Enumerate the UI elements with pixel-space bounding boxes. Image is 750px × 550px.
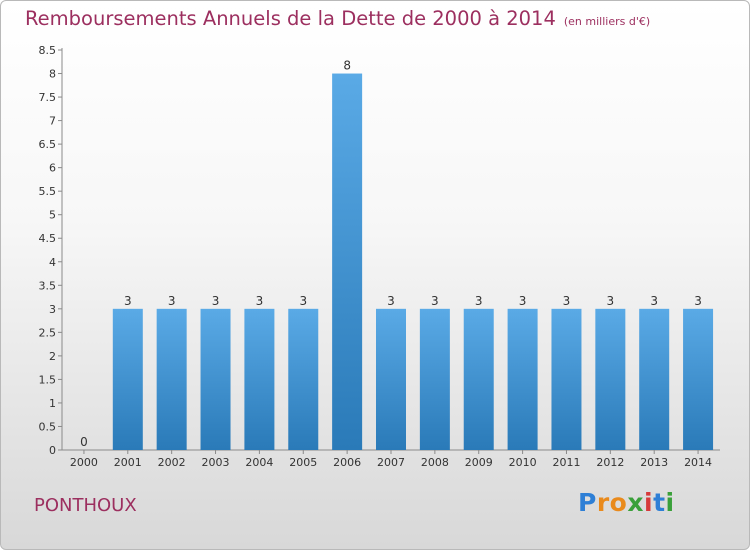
value-label-2004: 3 (256, 294, 264, 308)
chart-title-row: Remboursements Annuels de la Dette de 20… (25, 7, 650, 30)
value-label-2008: 3 (431, 294, 439, 308)
x-tick-label: 2002 (158, 456, 186, 469)
y-tick-label: 4.5 (39, 232, 57, 245)
x-tick-label: 2001 (114, 456, 142, 469)
y-tick-label: 6 (49, 162, 56, 175)
logo-letter: r (596, 488, 610, 517)
value-label-2005: 3 (299, 294, 307, 308)
y-tick-label: 2.5 (39, 326, 57, 339)
x-tick-label: 2007 (377, 456, 405, 469)
x-tick-label: 2011 (552, 456, 580, 469)
y-axis: 0 0.5 1 1.5 2 2.5 3 3.5 4 4.5 5 5.5 6 6.5 7 7.5 8 8.5 (39, 44, 63, 457)
logo-letter: i (644, 488, 654, 517)
value-label-2014: 3 (694, 294, 702, 308)
y-tick-label: 8.5 (39, 44, 57, 57)
bar-2009 (463, 308, 494, 450)
y-tick-label: 0 (49, 444, 56, 457)
value-label-2003: 3 (212, 294, 220, 308)
value-label-2001: 3 (124, 294, 132, 308)
bar-2002 (156, 308, 187, 450)
y-tick-label: 4 (49, 256, 56, 269)
value-label-2012: 3 (607, 294, 615, 308)
x-tick-label: 2010 (509, 456, 537, 469)
y-tick-label: 8 (49, 68, 56, 81)
bar-2005 (288, 308, 319, 450)
x-tick-label: 2008 (421, 456, 449, 469)
bar-2011 (551, 308, 582, 450)
y-tick-label: 5.5 (39, 185, 57, 198)
logo-letter: P (578, 488, 597, 517)
y-tick-label: 5 (49, 209, 56, 222)
y-tick-label: 0.5 (39, 420, 57, 433)
logo-letter: x (627, 488, 644, 517)
y-tick-label: 7.5 (39, 91, 57, 104)
value-label-2002: 3 (168, 294, 176, 308)
x-tick-label: 2012 (596, 456, 624, 469)
logo-letter: o (609, 488, 628, 517)
logo-letter: t (653, 488, 666, 517)
value-label-2009: 3 (475, 294, 483, 308)
x-tick-label: 2005 (289, 456, 317, 469)
bar-2013 (639, 308, 670, 450)
y-tick-label: 1 (49, 397, 56, 410)
y-tick-label: 3.5 (39, 279, 57, 292)
chart-title: Remboursements Annuels de la Dette de 20… (25, 7, 556, 30)
bar-2006 (332, 73, 363, 450)
value-label-2000: 0 (80, 435, 88, 449)
bar-2012 (595, 308, 626, 450)
value-label-2006: 8 (343, 59, 351, 73)
x-tick-label: 2014 (684, 456, 712, 469)
x-tick-label: 2003 (202, 456, 230, 469)
bar-2014 (683, 308, 714, 450)
y-tick-label: 7 (49, 115, 56, 128)
x-tick-label: 2009 (465, 456, 493, 469)
bars (112, 73, 714, 450)
chart-unit-note: (en milliers d'€) (563, 15, 651, 28)
x-tick-label: 2013 (640, 456, 668, 469)
bar-2010 (507, 308, 538, 450)
bar-2007 (376, 308, 406, 450)
y-tick-label: 6.5 (39, 138, 57, 151)
value-label-2013: 3 (650, 294, 658, 308)
logo-letter: i (665, 488, 675, 517)
bar-2008 (419, 308, 450, 450)
bar-2004 (244, 308, 275, 450)
y-tick-label: 2 (49, 350, 56, 363)
x-tick-label: 2006 (333, 456, 361, 469)
bar-2001 (112, 308, 143, 450)
place-name: PONTHOUX (34, 495, 137, 516)
proxiti-logo[interactable]: Proxiti (578, 488, 675, 517)
x-tick-label: 2000 (70, 456, 98, 469)
y-tick-label: 3 (49, 303, 56, 316)
bar-2003 (200, 308, 231, 450)
value-label-2010: 3 (519, 294, 527, 308)
value-label-2007: 3 (387, 294, 395, 308)
x-tick-label: 2004 (245, 456, 273, 469)
value-labels: 0 3 3 3 3 3 8 3 3 3 3 3 3 3 3 (80, 59, 702, 449)
value-label-2011: 3 (563, 294, 571, 308)
x-axis: 2000 2001 2002 2003 2004 2005 2006 2007 2008 2009… (62, 449, 720, 469)
y-tick-label: 1.5 (39, 373, 57, 386)
